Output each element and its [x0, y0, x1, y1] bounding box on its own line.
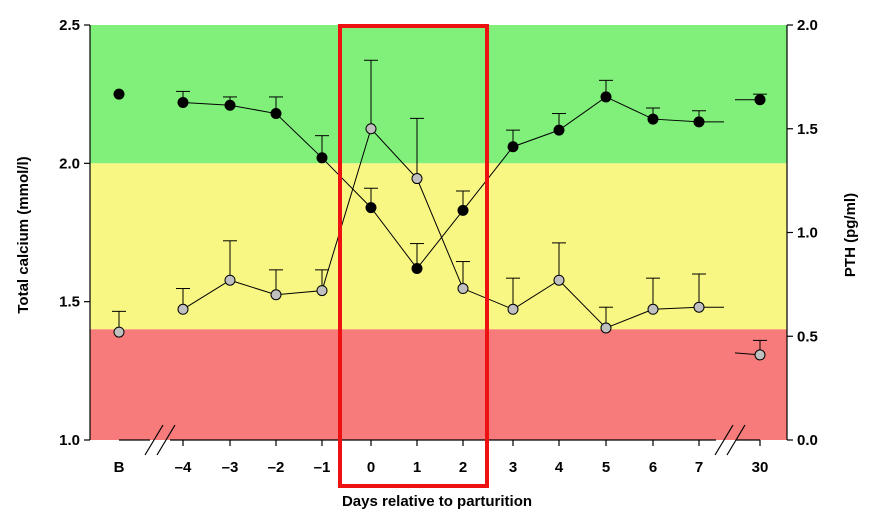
x-tick-label: –4 [175, 459, 192, 476]
data-point [507, 141, 519, 153]
data-point [224, 274, 236, 286]
x-tick-label: 2 [459, 459, 467, 476]
left-tick-label: 1.0 [59, 432, 80, 449]
data-point [553, 274, 565, 286]
data-point [316, 285, 328, 297]
highlight-box [338, 24, 489, 488]
data-point [177, 303, 189, 315]
band-2 [90, 329, 787, 440]
data-point [553, 124, 565, 136]
x-tick-label: 30 [752, 459, 769, 476]
right-tick-label: 0.5 [797, 328, 818, 345]
x-tick-label: B [114, 459, 125, 476]
series-layer [112, 59, 767, 361]
right-tick-label: 0.0 [797, 432, 818, 449]
series-0 [113, 79, 767, 274]
highlight-layer [338, 24, 489, 488]
x-tick-label: –2 [268, 459, 285, 476]
x-tick-label: 4 [555, 459, 564, 476]
x-tick-label: 3 [509, 459, 517, 476]
data-point [365, 202, 377, 214]
right-axis-title: PTH (pg/ml) [842, 193, 859, 277]
axis-break-mark [726, 424, 746, 456]
data-point [457, 283, 469, 295]
data-point [270, 108, 282, 120]
x-tick-label: 1 [413, 459, 421, 476]
data-point [754, 94, 766, 106]
data-point [647, 303, 659, 315]
x-tick-label: –3 [222, 459, 239, 476]
left-axis-title: Total calcium (mmol/l) [15, 156, 32, 313]
axis-break-mark [156, 424, 176, 456]
right-tick-label: 1.5 [797, 121, 818, 138]
data-point [693, 116, 705, 128]
data-point [457, 204, 469, 216]
x-tick-label: 0 [367, 459, 375, 476]
data-point [113, 88, 125, 100]
data-point [270, 289, 282, 301]
x-tick-label: 5 [602, 459, 610, 476]
data-point [693, 301, 705, 313]
data-point [316, 152, 328, 164]
series-line [182, 127, 700, 329]
band-0 [90, 25, 787, 164]
axes: 1.0 1.5 2.0 2.5 0.0 0.5 1.0 1.5 2.0 B –4 –3 –2 –1 0 1 2 3… [59, 17, 818, 476]
left-tick-label: 2.0 [59, 155, 80, 172]
axis-break-mark [714, 424, 734, 456]
data-point [754, 349, 766, 361]
x-axis-title: Days relative to parturition [342, 493, 532, 510]
right-tick-label: 2.0 [797, 17, 818, 34]
x-tick-label: 6 [649, 459, 657, 476]
data-point [411, 262, 423, 274]
band-1 [90, 163, 787, 330]
data-point [411, 173, 423, 185]
data-point [600, 91, 612, 103]
x-tick-label: –1 [314, 459, 331, 476]
data-point [647, 113, 659, 125]
left-tick-label: 2.5 [59, 17, 80, 34]
reference-bands [90, 25, 787, 440]
series-1 [112, 59, 767, 361]
x-tick-label: 7 [695, 459, 703, 476]
data-point [113, 326, 125, 338]
data-point [507, 303, 519, 315]
data-point [224, 99, 236, 111]
data-point [600, 322, 612, 334]
axis-break-mark [144, 424, 164, 456]
left-tick-label: 1.5 [59, 294, 80, 311]
right-tick-label: 1.0 [797, 225, 818, 242]
series-line [182, 96, 700, 270]
data-point [177, 96, 189, 108]
data-point [365, 123, 377, 135]
